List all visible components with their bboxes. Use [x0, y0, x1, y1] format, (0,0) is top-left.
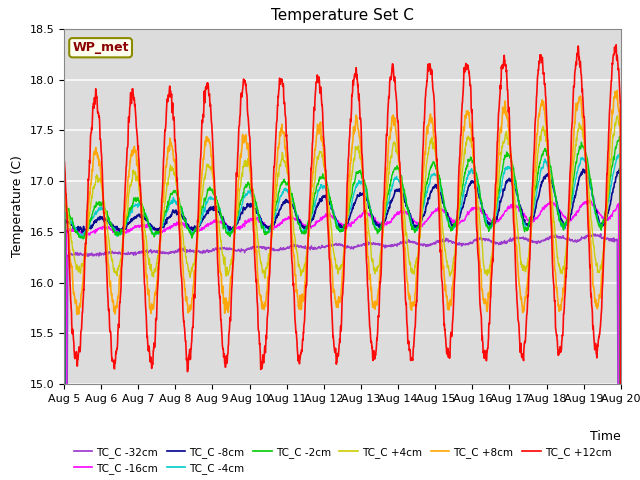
- Text: WP_met: WP_met: [72, 41, 129, 54]
- Legend: TC_C -32cm, TC_C -16cm, TC_C -8cm, TC_C -4cm, TC_C -2cm, TC_C +4cm, TC_C +8cm, T: TC_C -32cm, TC_C -16cm, TC_C -8cm, TC_C …: [69, 443, 616, 478]
- Y-axis label: Temperature (C): Temperature (C): [11, 156, 24, 257]
- Title: Temperature Set C: Temperature Set C: [271, 9, 414, 24]
- Text: Time: Time: [590, 430, 621, 443]
